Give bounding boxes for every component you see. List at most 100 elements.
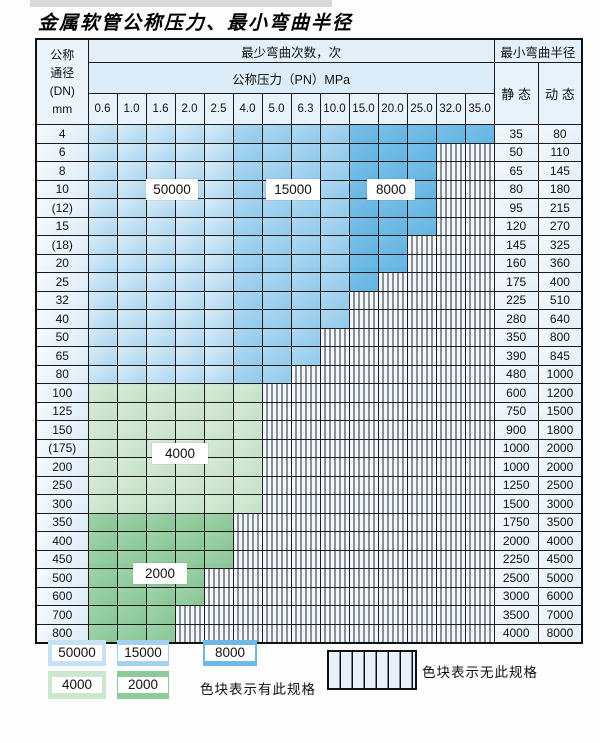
grid-cell — [377, 586, 408, 606]
grid-cell — [87, 179, 118, 199]
grid-cell — [406, 272, 437, 292]
grid-cell — [145, 420, 176, 440]
grid-cell — [435, 475, 466, 495]
grid-cell — [145, 346, 176, 366]
grid-cell — [145, 531, 176, 551]
grid-cell — [406, 420, 437, 440]
grid-cell — [116, 512, 147, 532]
grid-cell — [87, 568, 118, 588]
grid-cell — [464, 198, 495, 218]
legend-no-spec-label: 色块表示无此规格 — [422, 665, 538, 680]
grid-cell — [464, 235, 495, 255]
grid-cell — [174, 586, 205, 606]
table-row: 40 280 640 — [35, 309, 583, 329]
dn-cell: 350 — [35, 512, 89, 532]
grid-cell — [145, 142, 176, 162]
grid-cell — [116, 623, 147, 644]
grid-cell — [406, 549, 437, 569]
grid-cell — [87, 364, 118, 384]
grid-cell — [464, 290, 495, 310]
table-row: 150 900 1800 — [35, 420, 583, 440]
grid-cell — [377, 290, 408, 310]
grid-cell — [87, 290, 118, 310]
grid-cell — [377, 235, 408, 255]
grid-cell — [290, 457, 321, 477]
grid-cell — [261, 309, 292, 329]
zone-label-50000: 50000 — [146, 179, 198, 200]
grid-cell — [406, 290, 437, 310]
static-value-cell: 2000 — [493, 531, 539, 551]
grid-cell — [116, 309, 147, 329]
static-value-cell: 65 — [493, 161, 539, 181]
legend-swatch-4000: 4000 — [48, 671, 106, 699]
grid-cell — [290, 420, 321, 440]
grid-cell — [406, 198, 437, 218]
grid-cell — [87, 438, 118, 458]
grid-cell — [203, 142, 234, 162]
grid-cell — [319, 290, 350, 310]
legend-hatch-swatch — [327, 650, 417, 690]
grid-cell — [174, 235, 205, 255]
grid-cell — [116, 253, 147, 273]
table-row: 80 480 1000 — [35, 364, 583, 384]
grid-cell — [145, 309, 176, 329]
grid-cell — [348, 512, 379, 532]
grid-cell — [232, 198, 263, 218]
grid-cell — [435, 438, 466, 458]
grid-cell — [464, 623, 495, 644]
grid-cell — [232, 512, 263, 532]
static-value-cell: 225 — [493, 290, 539, 310]
grid-cell — [116, 235, 147, 255]
grid-cell — [232, 475, 263, 495]
grid-cell — [348, 309, 379, 329]
grid-cell — [406, 216, 437, 236]
grid-cell — [232, 346, 263, 366]
grid-cell — [464, 383, 495, 403]
header-row: 0.6 1.0 1.6 2.0 2.5 4.0 5.0 6.3 10.0 15.0 20.0 25.0… — [36, 93, 582, 125]
grid-cell — [319, 438, 350, 458]
grid-cell — [232, 383, 263, 403]
grid-cell — [377, 198, 408, 218]
grid-cell — [435, 512, 466, 532]
dynamic-value-cell: 800 — [537, 327, 583, 347]
table-wrap: 公称 通径 (DN) mm 最少弯曲次数，次 最小弯曲半径 公称压力（PN）MPa 静 态动 … — [35, 38, 584, 644]
grid-cell — [261, 253, 292, 273]
table-row: (175) 1000 2000 — [35, 438, 583, 458]
dn-cell: 450 — [35, 549, 89, 569]
dynamic-value-cell: 215 — [537, 198, 583, 218]
grid-cell — [464, 142, 495, 162]
static-value-cell: 1000 — [493, 457, 539, 477]
dynamic-header: 动 态 — [537, 62, 583, 125]
grid-cell — [319, 309, 350, 329]
grid-cell — [203, 272, 234, 292]
grid-cell — [116, 290, 147, 310]
grid-cell — [261, 272, 292, 292]
grid-cell — [87, 198, 118, 218]
grid-cell — [406, 438, 437, 458]
grid-cell — [348, 346, 379, 366]
static-value-cell: 350 — [493, 327, 539, 347]
grid-cell — [232, 124, 263, 144]
dynamic-value-cell: 2000 — [537, 457, 583, 477]
grid-cell — [203, 327, 234, 347]
grid-cell — [348, 142, 379, 162]
grid-cell — [87, 346, 118, 366]
grid-cell — [377, 623, 408, 644]
static-value-cell: 280 — [493, 309, 539, 329]
grid-cell — [406, 605, 437, 625]
dynamic-value-cell: 1800 — [537, 420, 583, 440]
table-row: 125 750 1500 — [35, 401, 583, 421]
grid-cell — [290, 475, 321, 495]
grid-cell — [435, 309, 466, 329]
grid-cell — [406, 309, 437, 329]
grid-cell — [464, 549, 495, 569]
dynamic-value-cell: 3000 — [537, 494, 583, 514]
grid-cell — [290, 161, 321, 181]
grid-cell — [145, 401, 176, 421]
grid-cell — [87, 457, 118, 477]
dynamic-value-cell: 1500 — [537, 401, 583, 421]
grid-cell — [348, 531, 379, 551]
grid-cell — [261, 235, 292, 255]
grid-cell — [116, 420, 147, 440]
dn-cell: 15 — [35, 216, 89, 236]
